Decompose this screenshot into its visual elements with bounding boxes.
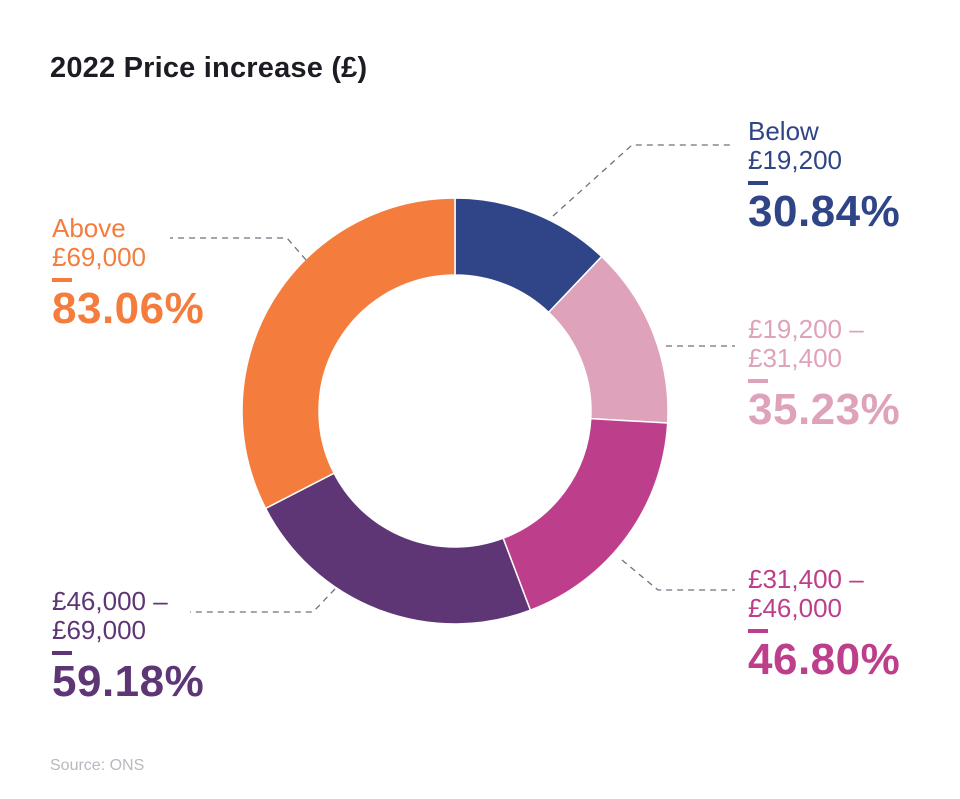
leader-line-below-19200 xyxy=(552,144,730,217)
donut-slice-4 xyxy=(241,197,456,510)
legend-label-46000-69000: £46,000 – £69,000 59.18% xyxy=(52,587,204,705)
donut-slice-2 xyxy=(502,417,669,612)
category-label: Below £19,200 xyxy=(748,116,842,175)
label-dash xyxy=(52,278,72,282)
category-label: £31,400 – £46,000 xyxy=(748,564,864,623)
data-label: 35.23% xyxy=(748,385,901,434)
source-note: Source: ONS xyxy=(50,757,145,774)
donut-slice-3 xyxy=(264,472,532,625)
label-dash xyxy=(748,629,768,633)
category-label: £46,000 – £69,000 xyxy=(52,586,168,645)
data-label: 83.06% xyxy=(52,284,205,333)
legend-label-31400-46000: £31,400 – £46,000 46.80% xyxy=(748,565,900,683)
data-label: 46.80% xyxy=(748,635,901,684)
chart-title: 2022 Price increase (£) xyxy=(50,52,368,84)
legend-label-above-69000: Above £69,000 83.06% xyxy=(52,214,204,332)
data-label: 30.84% xyxy=(748,187,901,236)
legend-label-below-19200: Below £19,200 30.84% xyxy=(748,117,900,235)
leader-line-46000-69000 xyxy=(190,588,336,613)
label-dash xyxy=(52,651,72,655)
leader-line-31400-46000 xyxy=(621,559,735,591)
category-label: £19,200 – £31,400 xyxy=(748,314,864,373)
label-dash xyxy=(748,181,768,185)
category-label: Above £69,000 xyxy=(52,213,146,272)
label-dash xyxy=(748,379,768,383)
legend-label-19200-31400: £19,200 – £31,400 35.23% xyxy=(748,315,900,433)
data-label: 59.18% xyxy=(52,657,205,706)
